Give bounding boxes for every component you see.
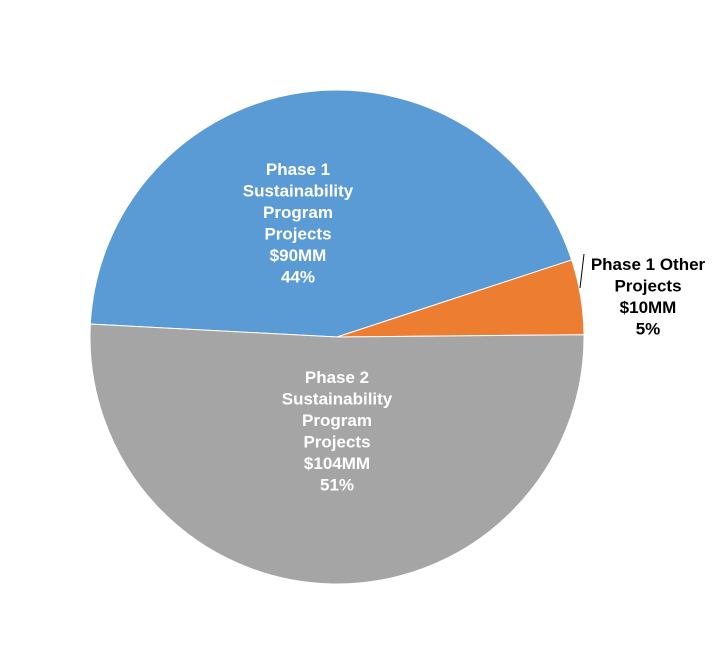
label-amount: $104MM xyxy=(304,454,370,473)
label-amount: $10MM xyxy=(620,298,677,317)
data-label-0: Phase 1 Sustainability Program Projects $90M… xyxy=(243,160,354,287)
pie-data-labels: Phase 1 Sustainability Program Projects $90M… xyxy=(243,160,706,495)
label-percent: 44% xyxy=(281,268,315,287)
label-text-line: Projects xyxy=(303,433,370,452)
label-text-line: Program xyxy=(302,411,372,430)
label-text-line: Projects xyxy=(264,225,331,244)
label-text-line: Phase 1 Other xyxy=(591,255,706,274)
label-text-line: Sustainability xyxy=(282,390,393,409)
label-text-line: Program xyxy=(263,203,333,222)
label-text-line: Phase 1 xyxy=(266,160,330,179)
label-amount: $90MM xyxy=(270,246,327,265)
label-text-line: Projects xyxy=(614,277,681,296)
data-label-1: Phase 1 Other Projects $10MM 5% xyxy=(591,255,706,339)
label-percent: 5% xyxy=(636,320,661,339)
leader-line-1 xyxy=(579,253,585,289)
data-label-2: Phase 2 Sustainability Program Projects $104… xyxy=(282,368,393,495)
pie-slices xyxy=(89,89,585,585)
pie-slice-2 xyxy=(89,323,585,585)
label-percent: 51% xyxy=(320,476,354,495)
label-text-line: Phase 2 xyxy=(305,368,369,387)
label-text-line: Sustainability xyxy=(243,182,354,201)
pie-slice-0 xyxy=(89,89,573,338)
